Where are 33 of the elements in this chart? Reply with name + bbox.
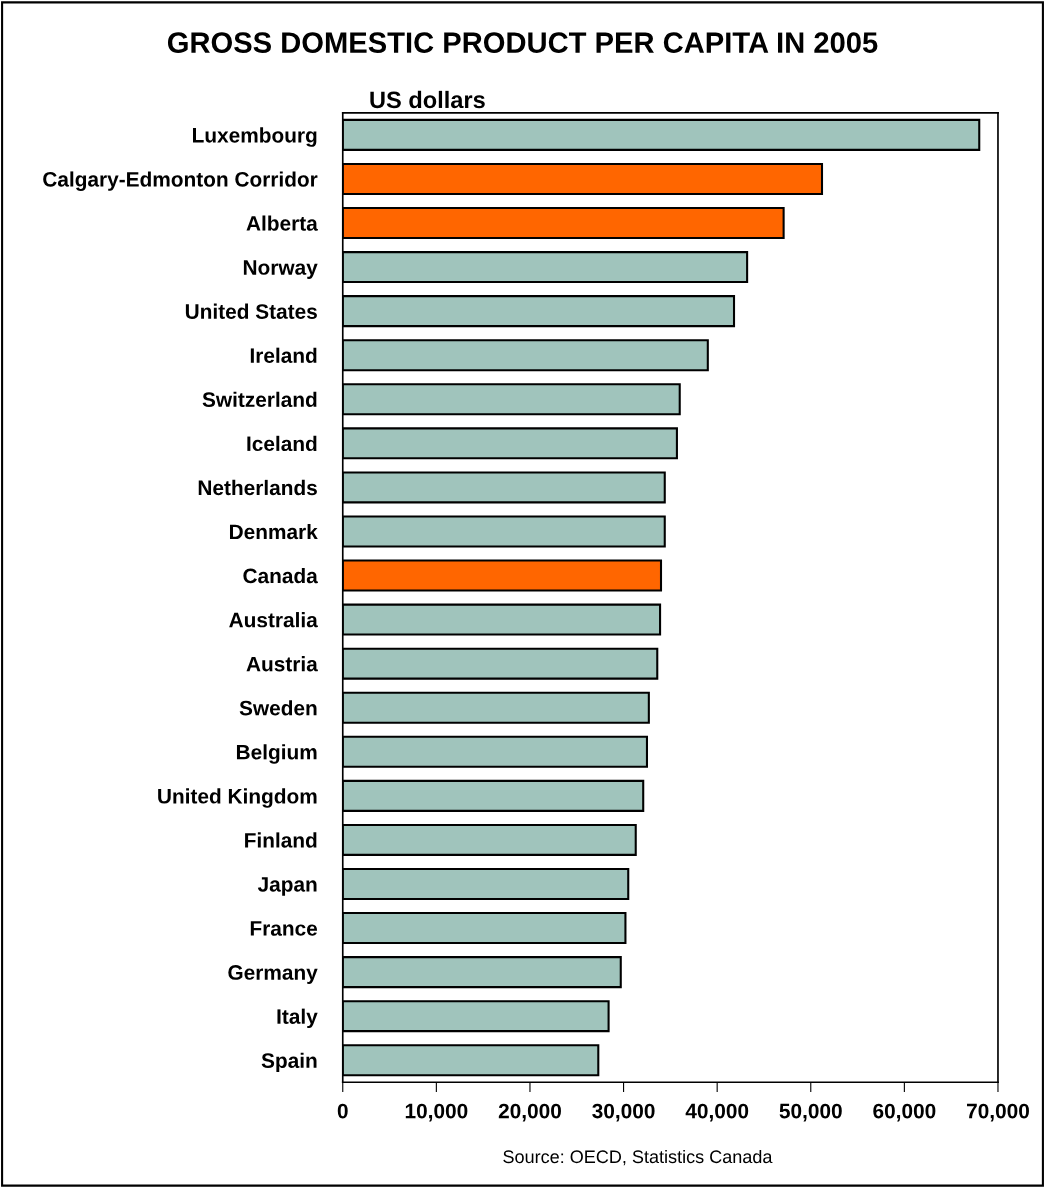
- y-tick-label: Germany: [228, 965, 318, 984]
- y-tick-label: Sweden: [239, 700, 317, 716]
- x-tick-label: 20,000: [498, 1103, 561, 1122]
- y-tick-label: Luxembourg: [193, 127, 317, 147]
- y-tick-label: Spain: [261, 1052, 317, 1073]
- y-tick-label: Iceland: [247, 435, 317, 452]
- y-tick-label: Alberta: [246, 215, 318, 231]
- y-tick-label: Austria: [246, 656, 318, 672]
- y-tick-label: Canada: [243, 567, 318, 584]
- y-tick-label: Belgium: [236, 744, 317, 764]
- y-tick-label: Italy: [277, 1008, 318, 1029]
- y-tick-label: Japan: [257, 877, 317, 896]
- y-tick-label: Ireland: [250, 347, 317, 363]
- x-tick-label: 70,000: [967, 1103, 1029, 1122]
- y-tick-label: Netherlands: [198, 479, 317, 496]
- y-tick-label: Denmark: [229, 523, 318, 540]
- x-tick-label: 0: [337, 1103, 348, 1119]
- chart-title: GROSS DOMESTIC PRODUCT PER CAPITA IN 2005: [167, 32, 878, 53]
- y-tick-label: Calgary-Edmonton Corridor: [43, 171, 318, 191]
- y-tick-label: Australia: [229, 612, 318, 628]
- y-tick-label: United Kingdom: [158, 788, 317, 808]
- y-tick-label: France: [250, 921, 318, 936]
- x-tick-label: 40,000: [685, 1103, 749, 1122]
- y-tick-label: United States: [185, 303, 317, 319]
- x-tick-label: 30,000: [592, 1103, 655, 1122]
- y-tick-label: Norway: [243, 260, 318, 279]
- x-tick-label: 60,000: [873, 1103, 936, 1122]
- y-tick-label: Switzerland: [202, 391, 317, 408]
- y-tick-label: Finland: [245, 832, 317, 848]
- x-tick-label: 10,000: [405, 1103, 468, 1122]
- source-note: Source: OECD, Statistics Canada: [503, 1149, 773, 1166]
- chart-subtitle: US dollars: [370, 90, 485, 109]
- x-tick-label: 50,000: [779, 1103, 842, 1122]
